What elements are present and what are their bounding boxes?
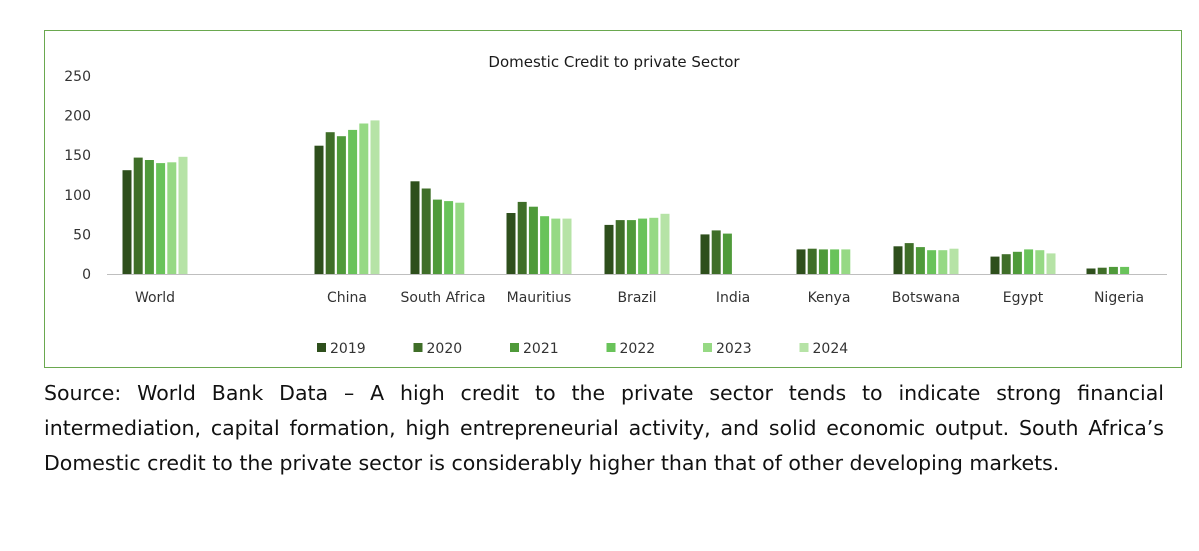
y-tick-label: 0 xyxy=(82,267,91,283)
bar-china-2020 xyxy=(325,132,335,274)
bar-brazil-2021 xyxy=(626,220,636,274)
bar-mauritius-2023 xyxy=(551,218,561,274)
legend-label-2019: 2019 xyxy=(330,341,366,357)
category-label: Kenya xyxy=(808,290,851,306)
bar-india-2020 xyxy=(711,230,721,274)
bar-botswana-2020 xyxy=(904,243,914,274)
bar-china-2023 xyxy=(359,123,369,274)
bar-south-africa-2019 xyxy=(410,181,420,274)
bar-mauritius-2020 xyxy=(517,201,527,274)
y-tick-label: 150 xyxy=(64,148,91,164)
y-tick-label: 250 xyxy=(64,69,91,85)
category-label: India xyxy=(716,290,750,306)
bar-china-2024 xyxy=(370,120,380,275)
bar-india-2021 xyxy=(722,233,732,274)
chart-title: Domestic Credit to private Sector xyxy=(488,53,740,71)
category-label: Botswana xyxy=(892,290,960,306)
bar-brazil-2020 xyxy=(615,220,625,274)
legend-label-2024: 2024 xyxy=(813,341,849,357)
bar-south-africa-2020 xyxy=(421,188,431,274)
legend-label-2021: 2021 xyxy=(523,341,559,357)
legend-swatch-2023 xyxy=(703,343,712,352)
bar-world-2024 xyxy=(178,156,188,274)
category-label: Mauritius xyxy=(507,290,572,306)
bar-mauritius-2022 xyxy=(540,216,550,274)
y-tick-label: 50 xyxy=(73,227,91,243)
legend-swatch-2020 xyxy=(413,343,423,352)
legend-label-2020: 2020 xyxy=(427,341,463,357)
legend-label-2022: 2022 xyxy=(620,341,656,357)
category-label: Egypt xyxy=(1003,290,1044,306)
bar-world-2019 xyxy=(122,170,132,274)
legend-swatch-2021 xyxy=(510,343,519,352)
bar-nigeria-2021 xyxy=(1108,266,1118,274)
bar-egypt-2020 xyxy=(1001,254,1011,274)
bar-china-2019 xyxy=(314,145,324,274)
bar-egypt-2022 xyxy=(1024,249,1034,274)
bar-egypt-2021 xyxy=(1012,251,1022,274)
bar-china-2022 xyxy=(348,129,358,274)
bar-south-africa-2023 xyxy=(455,202,465,274)
bar-china-2021 xyxy=(336,136,346,274)
bar-botswana-2021 xyxy=(915,247,925,274)
bar-nigeria-2022 xyxy=(1120,266,1130,274)
bar-kenya-2022 xyxy=(830,249,840,274)
bar-world-2023 xyxy=(167,162,177,274)
bar-world-2021 xyxy=(144,160,154,274)
bar-brazil-2019 xyxy=(604,224,614,274)
bar-botswana-2019 xyxy=(893,246,903,274)
bar-egypt-2023 xyxy=(1035,250,1045,274)
bar-world-2020 xyxy=(133,157,143,274)
bar-brazil-2023 xyxy=(649,217,659,274)
bar-botswana-2024 xyxy=(949,248,959,274)
bar-india-2019 xyxy=(700,234,710,274)
legend-swatch-2024 xyxy=(799,343,809,352)
bar-south-africa-2021 xyxy=(432,199,442,274)
bar-brazil-2024 xyxy=(660,213,670,274)
category-label: China xyxy=(327,290,367,306)
bar-world-2022 xyxy=(156,163,166,274)
bar-kenya-2019 xyxy=(796,249,806,274)
source-caption: Source: World Bank Data – A high credit … xyxy=(44,381,1164,475)
chart-frame: Domestic Credit to private Sector 0 50 100 1… xyxy=(44,30,1182,368)
bar-mauritius-2024 xyxy=(562,218,572,274)
bar-botswana-2022 xyxy=(927,250,937,274)
bar-mauritius-2019 xyxy=(506,213,516,274)
y-tick-label: 100 xyxy=(64,188,91,204)
bar-egypt-2019 xyxy=(990,256,1000,274)
category-label: Nigeria xyxy=(1094,290,1144,306)
bar-chart: Domestic Credit to private Sector 0 50 100 1… xyxy=(64,53,1167,357)
bar-kenya-2021 xyxy=(818,249,828,274)
bar-brazil-2022 xyxy=(638,218,648,274)
category-label: South Africa xyxy=(400,290,485,306)
bar-kenya-2023 xyxy=(841,249,851,274)
category-label: Brazil xyxy=(617,290,656,306)
bar-botswana-2023 xyxy=(938,250,948,274)
bar-nigeria-2019 xyxy=(1086,268,1096,274)
legend-swatch-2019 xyxy=(317,343,326,352)
legend-label-2023: 2023 xyxy=(716,341,752,357)
bar-egypt-2024 xyxy=(1046,253,1056,274)
category-label: World xyxy=(135,290,175,306)
bar-south-africa-2022 xyxy=(444,201,454,274)
bar-nigeria-2020 xyxy=(1097,267,1107,274)
y-tick-label: 200 xyxy=(64,109,91,125)
bar-kenya-2020 xyxy=(807,248,817,274)
legend-swatch-2022 xyxy=(606,343,616,352)
bar-mauritius-2021 xyxy=(528,206,538,274)
